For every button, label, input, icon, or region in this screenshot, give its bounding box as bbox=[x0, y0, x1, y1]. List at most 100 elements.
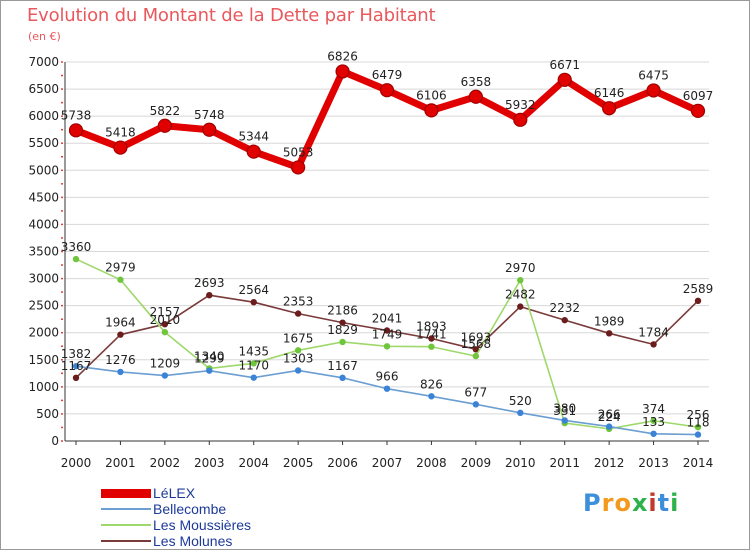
x-tick-label: 2002 bbox=[150, 456, 181, 470]
data-label: 6358 bbox=[461, 75, 492, 89]
y-tick-label: 4500 bbox=[28, 190, 59, 204]
data-point bbox=[72, 255, 80, 263]
data-label: 1893 bbox=[416, 320, 447, 334]
data-point bbox=[246, 144, 261, 159]
data-point bbox=[517, 276, 524, 284]
data-label: 256 bbox=[687, 408, 710, 422]
data-label: 1209 bbox=[150, 357, 181, 371]
data-label: 2979 bbox=[105, 261, 136, 275]
data-label: 2589 bbox=[683, 282, 714, 296]
data-label: 826 bbox=[420, 377, 443, 391]
data-label: 2353 bbox=[283, 295, 314, 309]
data-label: 6106 bbox=[416, 88, 447, 102]
data-label: 2157 bbox=[150, 305, 181, 319]
x-tick-label: 2001 bbox=[105, 456, 136, 470]
data-label: 2564 bbox=[238, 283, 269, 297]
y-tick-label: 6500 bbox=[28, 82, 59, 96]
data-label: 2482 bbox=[505, 288, 536, 302]
data-point bbox=[161, 321, 169, 328]
x-tick-label: 2014 bbox=[683, 456, 714, 470]
logo-letter: P bbox=[583, 489, 602, 517]
data-point bbox=[202, 122, 217, 137]
data-label: 1303 bbox=[283, 351, 314, 365]
legend: LéLEX Bellecombe Les Moussières Les Molu… bbox=[101, 485, 251, 549]
data-label: 2232 bbox=[549, 301, 580, 315]
logo-letter: r bbox=[601, 489, 615, 517]
data-label: 6671 bbox=[549, 58, 580, 72]
data-label: 1435 bbox=[238, 344, 269, 358]
data-point bbox=[428, 343, 435, 350]
data-point bbox=[468, 89, 483, 104]
data-label: 1741 bbox=[416, 328, 447, 342]
data-label: 2186 bbox=[327, 304, 358, 318]
data-point bbox=[650, 430, 657, 437]
data-label: 1829 bbox=[327, 323, 358, 337]
data-point bbox=[161, 328, 169, 336]
series-3 bbox=[72, 291, 702, 382]
data-label: 133 bbox=[642, 415, 665, 429]
data-point bbox=[117, 276, 124, 283]
data-point bbox=[650, 341, 657, 348]
data-label: 966 bbox=[376, 370, 399, 384]
data-label: 2693 bbox=[194, 276, 225, 290]
data-point bbox=[694, 297, 702, 305]
data-point bbox=[472, 346, 480, 353]
legend-swatch-les-molunes bbox=[101, 540, 151, 542]
data-point bbox=[646, 83, 661, 98]
y-tick-label: 3000 bbox=[28, 272, 59, 286]
logo-letter: o bbox=[614, 489, 632, 517]
chart-unit: (en €) bbox=[28, 30, 61, 43]
x-tick-label: 2004 bbox=[238, 456, 269, 470]
data-point bbox=[379, 83, 395, 98]
y-tick-label: 5500 bbox=[28, 136, 59, 150]
x-tick-label: 2000 bbox=[61, 456, 92, 470]
data-label: 2970 bbox=[505, 261, 536, 275]
legend-label-les-moussieres: Les Moussières bbox=[153, 517, 252, 533]
data-label: 1693 bbox=[461, 330, 492, 344]
data-label: 6475 bbox=[638, 68, 669, 82]
data-label: 1784 bbox=[638, 325, 669, 339]
data-label: 520 bbox=[509, 394, 532, 408]
data-point bbox=[339, 338, 346, 346]
data-point bbox=[424, 103, 439, 118]
data-label: 5344 bbox=[238, 130, 269, 144]
data-label: 5748 bbox=[194, 108, 225, 122]
data-label: 1167 bbox=[327, 359, 358, 373]
data-point bbox=[602, 101, 617, 116]
legend-item-lelex: LéLEX bbox=[101, 485, 251, 501]
logo-letter: t bbox=[657, 489, 671, 517]
proxiti-logo: Proxiti bbox=[583, 489, 679, 517]
data-label: 1568 bbox=[461, 337, 492, 351]
x-tick-label: 2005 bbox=[283, 456, 314, 470]
legend-item-les-moussieres: Les Moussières bbox=[101, 517, 251, 533]
y-tick-label: 2000 bbox=[28, 326, 59, 340]
data-label: 1299 bbox=[194, 352, 225, 366]
data-label: 6826 bbox=[327, 49, 358, 63]
data-label: 1964 bbox=[105, 316, 136, 330]
data-label: 331 bbox=[553, 404, 576, 418]
data-label: 1340 bbox=[194, 349, 225, 363]
data-label: 1167 bbox=[61, 359, 92, 373]
data-point bbox=[161, 372, 169, 379]
data-point bbox=[339, 374, 346, 382]
x-tick-label: 2009 bbox=[461, 456, 492, 470]
data-point bbox=[428, 335, 435, 342]
y-tick-label: 5000 bbox=[28, 163, 59, 177]
y-tick-label: 1500 bbox=[28, 353, 59, 367]
data-point bbox=[157, 118, 172, 133]
data-label: 5053 bbox=[283, 145, 314, 159]
x-tick-label: 2011 bbox=[549, 456, 580, 470]
data-label: 380 bbox=[553, 401, 576, 415]
y-tick-label: 0 bbox=[51, 434, 59, 448]
data-label: 374 bbox=[642, 402, 665, 416]
x-tick-label: 2010 bbox=[505, 456, 536, 470]
data-point bbox=[206, 367, 213, 374]
data-point bbox=[206, 291, 213, 299]
data-point bbox=[513, 112, 528, 127]
x-tick-label: 2003 bbox=[194, 456, 225, 470]
data-point bbox=[383, 343, 391, 350]
data-label: 1276 bbox=[105, 353, 136, 367]
data-point bbox=[605, 330, 613, 337]
